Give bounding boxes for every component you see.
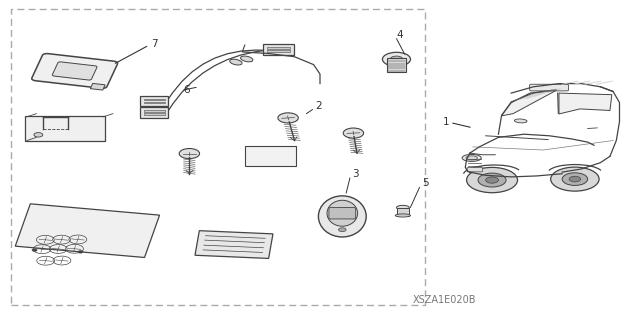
Bar bbox=[144, 110, 164, 112]
FancyBboxPatch shape bbox=[195, 231, 273, 258]
FancyBboxPatch shape bbox=[397, 208, 408, 216]
Ellipse shape bbox=[327, 200, 358, 226]
Circle shape bbox=[339, 228, 346, 232]
Circle shape bbox=[278, 113, 298, 123]
FancyBboxPatch shape bbox=[25, 116, 105, 141]
Bar bbox=[267, 50, 290, 52]
Polygon shape bbox=[559, 93, 612, 114]
Ellipse shape bbox=[462, 154, 481, 161]
FancyBboxPatch shape bbox=[90, 83, 105, 90]
FancyBboxPatch shape bbox=[246, 145, 296, 167]
Bar bbox=[144, 99, 164, 100]
Circle shape bbox=[390, 56, 403, 63]
Circle shape bbox=[179, 149, 200, 159]
Ellipse shape bbox=[515, 119, 527, 123]
Circle shape bbox=[550, 167, 599, 191]
FancyBboxPatch shape bbox=[15, 204, 159, 257]
Text: 2: 2 bbox=[316, 101, 322, 111]
FancyBboxPatch shape bbox=[52, 62, 97, 80]
Circle shape bbox=[569, 176, 580, 182]
Ellipse shape bbox=[396, 205, 409, 210]
Ellipse shape bbox=[241, 56, 253, 62]
Text: 7: 7 bbox=[151, 39, 157, 49]
Circle shape bbox=[562, 173, 588, 185]
Bar bbox=[144, 113, 164, 115]
FancyBboxPatch shape bbox=[32, 54, 118, 88]
Circle shape bbox=[478, 173, 506, 187]
Circle shape bbox=[34, 133, 43, 137]
Circle shape bbox=[467, 167, 518, 193]
FancyBboxPatch shape bbox=[263, 44, 294, 55]
Ellipse shape bbox=[466, 156, 477, 160]
Text: 5: 5 bbox=[422, 178, 428, 188]
Text: 3: 3 bbox=[352, 169, 358, 179]
FancyBboxPatch shape bbox=[530, 84, 568, 91]
Text: 1: 1 bbox=[443, 116, 449, 127]
FancyBboxPatch shape bbox=[387, 58, 406, 72]
Polygon shape bbox=[502, 90, 557, 116]
Ellipse shape bbox=[319, 196, 366, 237]
FancyBboxPatch shape bbox=[140, 107, 168, 118]
Circle shape bbox=[343, 128, 364, 138]
Text: 6: 6 bbox=[183, 85, 189, 95]
FancyBboxPatch shape bbox=[329, 208, 356, 219]
Circle shape bbox=[78, 251, 83, 253]
Ellipse shape bbox=[230, 59, 242, 65]
Circle shape bbox=[486, 177, 499, 183]
Text: XSZA1E020B: XSZA1E020B bbox=[413, 295, 476, 305]
FancyBboxPatch shape bbox=[467, 167, 483, 172]
FancyBboxPatch shape bbox=[140, 96, 168, 106]
Ellipse shape bbox=[395, 214, 410, 217]
Circle shape bbox=[383, 52, 410, 66]
Bar bbox=[267, 47, 290, 49]
Text: 4: 4 bbox=[396, 30, 403, 40]
Bar bbox=[144, 101, 164, 103]
Circle shape bbox=[32, 249, 37, 251]
